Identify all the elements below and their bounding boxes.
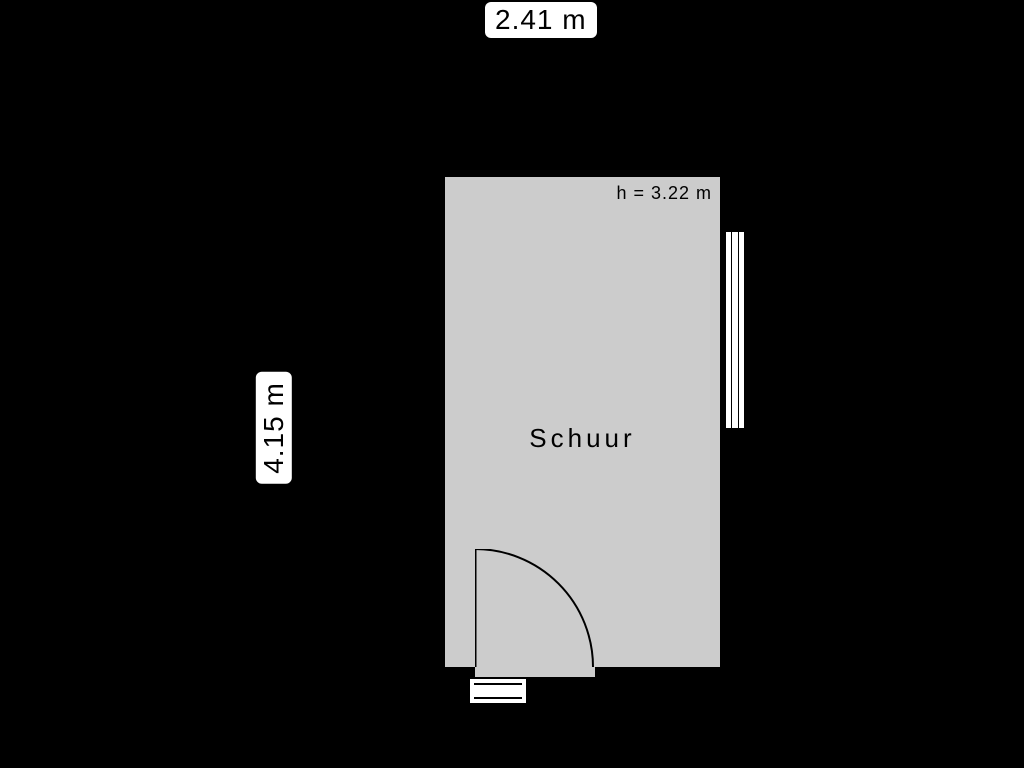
window-right-icon: [724, 230, 746, 430]
dimension-width-label: 2.41 m: [485, 2, 597, 38]
door-threshold-icon: [468, 677, 528, 705]
door-swing-icon: [475, 549, 595, 669]
door-threshold-line-2: [474, 697, 522, 699]
ceiling-height-label: h = 3.22 m: [616, 183, 712, 204]
room-name-label: Schuur: [445, 423, 720, 454]
window-mullion-1: [731, 232, 732, 428]
door-threshold-line: [474, 683, 522, 685]
dimension-height-label: 4.15 m: [256, 372, 292, 484]
window-mullion-2: [738, 232, 739, 428]
floorplan-stage: 2.41 m 4.15 m h = 3.22 m Schuur: [0, 0, 1024, 768]
